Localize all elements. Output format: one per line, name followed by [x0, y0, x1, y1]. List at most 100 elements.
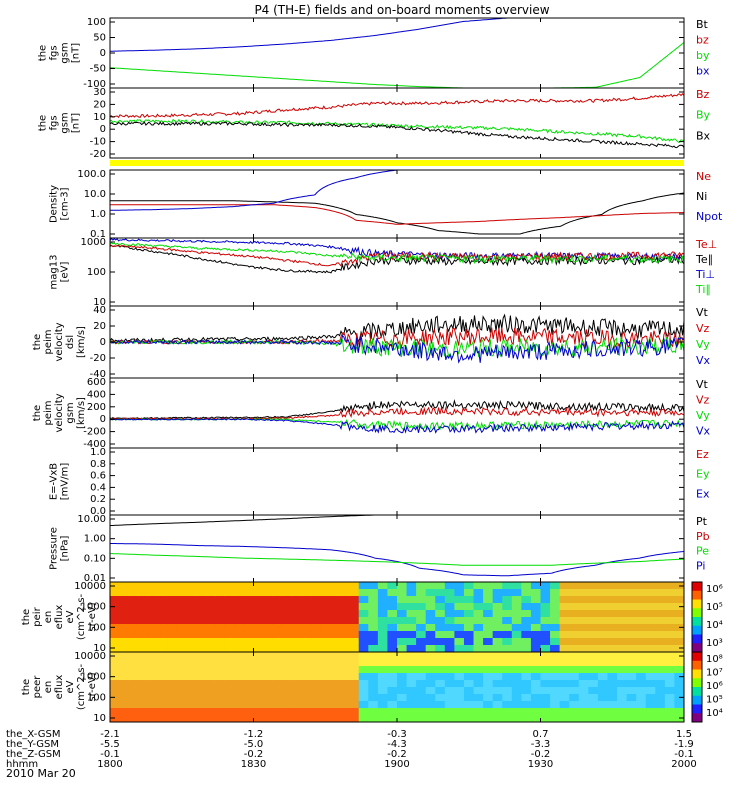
- spectrogram-cell: [186, 687, 197, 695]
- spectrogram-cell: [215, 624, 226, 632]
- spectrogram-cell: [196, 589, 207, 597]
- spectrogram-cell: [559, 715, 570, 722]
- y-tick-label: -20: [90, 353, 106, 364]
- spectrogram-cell: [435, 589, 446, 597]
- spectrogram-cell: [397, 582, 408, 590]
- spectrogram-cell: [655, 617, 666, 625]
- spectrogram-cell: [368, 680, 379, 688]
- spectrogram-cell: [110, 673, 121, 681]
- spectrogram-cell: [291, 666, 302, 674]
- spectrogram-cell: [406, 694, 417, 702]
- colorbar-tick-label: 10⁶: [706, 681, 723, 692]
- panel-ion-spectrogram: 10⁶ 10⁵ 10⁴ 10³ 10000 1000 100 10 thepeireneflux…: [21, 581, 723, 654]
- spectrogram-cell: [492, 610, 503, 618]
- spectrogram-cell: [234, 589, 245, 597]
- spectrogram-cell: [569, 708, 580, 716]
- spectrogram-cell: [205, 673, 216, 681]
- y-axis-label-line: [nPa]: [60, 535, 71, 561]
- spectrogram-cell: [176, 694, 188, 702]
- spectrogram-cell: [176, 708, 188, 716]
- spectrogram-cell: [636, 708, 647, 716]
- spectrogram-cell: [263, 715, 274, 722]
- spectrogram-cell: [588, 715, 599, 722]
- spectrogram-cell: [176, 631, 188, 639]
- spectrogram-cell: [186, 694, 197, 702]
- spectrogram-cell: [234, 645, 245, 652]
- spectrogram-cell: [406, 687, 417, 695]
- spectrogram-cell: [626, 708, 637, 716]
- spectrogram-cell: [157, 673, 168, 681]
- spectrogram-cell: [492, 666, 503, 674]
- spectrogram-cell: [263, 659, 274, 667]
- spectrogram-cell: [129, 715, 140, 722]
- spectrogram-cell: [138, 694, 149, 702]
- spectrogram-cell: [282, 645, 293, 652]
- ephemeris-row-label: hhmm: [6, 759, 38, 770]
- spectrogram-cell: [291, 673, 302, 681]
- spectrogram-cell: [425, 617, 436, 625]
- spectrogram-cell: [530, 715, 542, 722]
- spectrogram-cell: [492, 687, 503, 695]
- y-tick-label: 100.0: [77, 169, 106, 180]
- spectrogram-cell: [578, 715, 589, 722]
- spectrogram-cell: [243, 680, 255, 688]
- spectrogram-cell: [339, 645, 350, 652]
- spectrogram-cell: [397, 673, 408, 681]
- spectrogram-cell: [645, 582, 656, 590]
- spectrogram-cell: [224, 715, 235, 722]
- spectrogram-cell: [234, 715, 245, 722]
- spectrogram-cell: [674, 687, 684, 695]
- spectrogram-cell: [626, 645, 637, 652]
- spectrogram-cell: [263, 708, 274, 716]
- spectrogram-cell: [444, 687, 455, 695]
- legend-entry: Ne: [696, 170, 711, 183]
- spectrogram-cell: [511, 631, 522, 639]
- spectrogram-cell: [110, 645, 121, 652]
- spectrogram-cell: [578, 680, 589, 688]
- spectrogram-cell: [502, 582, 513, 590]
- plot-area-velocity-gsm: [110, 398, 684, 434]
- spectrogram-cell: [234, 582, 245, 590]
- spectrogram-cell: [263, 589, 274, 597]
- series-Bz: [110, 93, 684, 119]
- spectrogram-cell: [521, 715, 532, 722]
- spectrogram-cell: [339, 652, 350, 660]
- y-axis-label-line: gsm: [60, 112, 71, 133]
- spectrogram-cell: [636, 680, 647, 688]
- spectrogram-cell: [607, 666, 618, 674]
- spectrogram-cell: [617, 715, 628, 722]
- spectrogram-cell: [119, 708, 130, 716]
- spectrogram-cell: [664, 680, 676, 688]
- ephemeris-value: 1900: [384, 759, 409, 770]
- spectrogram-cell: [215, 638, 226, 646]
- legend-entry: bx: [696, 65, 710, 78]
- spectrogram-cell: [483, 624, 494, 632]
- ephemeris-value: -0.2: [531, 749, 551, 760]
- spectrogram-cell: [530, 666, 542, 674]
- spectrogram-cell: [492, 680, 503, 688]
- spectrogram-cell: [425, 652, 436, 660]
- spectrogram-cell: [215, 708, 226, 716]
- spectrogram-cell: [674, 659, 684, 667]
- spectrogram-cell: [617, 638, 628, 646]
- series-Ne: [110, 204, 684, 225]
- spectrogram-cell: [148, 715, 159, 722]
- spectrogram-cell: [569, 701, 580, 709]
- y-tick-label: -20: [90, 149, 106, 160]
- spectrogram-cell: [597, 652, 609, 660]
- spectrogram-cell: [416, 680, 427, 688]
- spectrogram-cell: [263, 701, 274, 709]
- spectrogram-cell: [655, 708, 666, 716]
- y-axis-label-line: [mV/m]: [60, 463, 71, 501]
- spectrogram-cell: [607, 715, 618, 722]
- spectrogram-cell: [492, 694, 503, 702]
- spectrogram-cell: [291, 582, 302, 590]
- colorbar-swatch: [692, 687, 702, 697]
- spectrogram-cell: [588, 603, 599, 611]
- legend-entry: Vt: [696, 306, 709, 319]
- spectrogram-cell: [473, 687, 484, 695]
- spectrogram-cell: [454, 596, 465, 604]
- spectrogram-cell: [234, 617, 245, 625]
- y-axis-label-line: [eV]: [60, 262, 71, 283]
